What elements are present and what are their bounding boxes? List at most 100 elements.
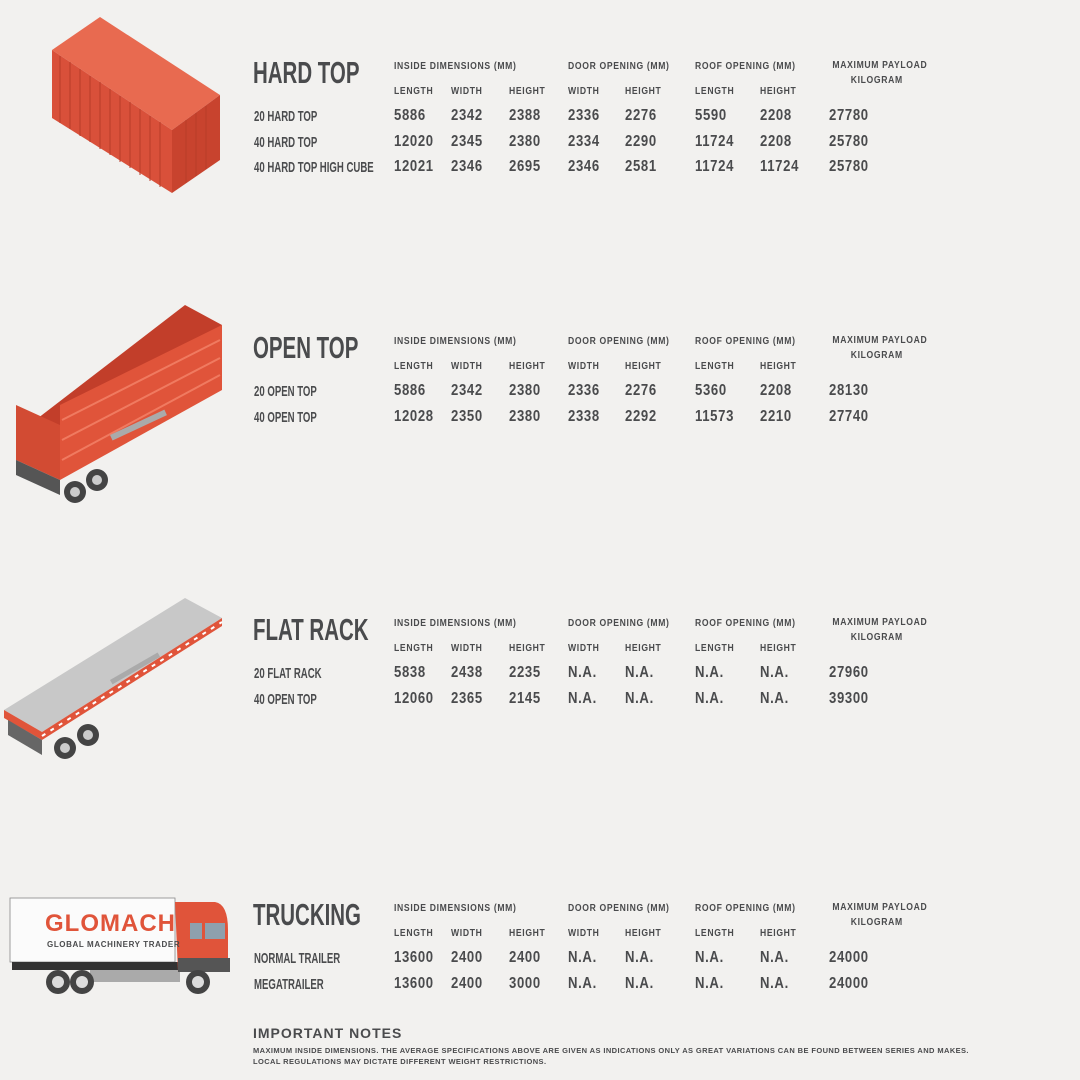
table-cell: 12021 <box>394 158 446 176</box>
table-cell: N.A. <box>625 690 677 708</box>
table-cell: 24000 <box>829 949 881 967</box>
table-cell-text: 2208 <box>760 382 792 399</box>
table-cell: N.A. <box>568 664 620 682</box>
table-cell-text: 2276 <box>625 107 657 124</box>
row-name-text: 20 FLAT RACK <box>254 665 322 682</box>
table-cell: 2342 <box>451 382 503 400</box>
table-cell: 2365 <box>451 690 503 708</box>
column-subheader: LENGTH <box>695 642 745 654</box>
table-cell-text: 2208 <box>760 132 792 150</box>
column-subheader: LENGTH <box>695 927 745 939</box>
payload-header-text: MAXIMUM PAYLOAD <box>832 901 928 913</box>
column-subheader: LENGTH <box>695 360 745 372</box>
row-name: 40 OPEN TOP <box>254 691 388 708</box>
table-cell: 2208 <box>760 382 812 400</box>
column-subheader-text: HEIGHT <box>509 642 546 654</box>
column-subheader-text: HEIGHT <box>760 360 797 372</box>
table-cell: 2346 <box>568 158 620 176</box>
column-subheader: LENGTH <box>394 927 444 939</box>
column-subheader-text: WIDTH <box>568 642 600 654</box>
table-cell-text: N.A. <box>695 949 724 966</box>
table-cell-text: 5590 <box>695 107 727 124</box>
column-subheader: WIDTH <box>451 927 501 939</box>
table-cell: 2208 <box>760 133 812 151</box>
column-subheader: HEIGHT <box>760 927 810 939</box>
notes-title: IMPORTANT NOTES <box>253 1025 403 1041</box>
table-cell: 2400 <box>451 949 503 967</box>
table-cell: 11573 <box>695 408 747 426</box>
column-group-header-text: DOOR OPENING (MM) <box>568 617 670 629</box>
column-subheader-text: LENGTH <box>394 642 434 654</box>
table-cell: 2145 <box>509 690 561 708</box>
column-subheader: LENGTH <box>695 85 745 97</box>
table-cell: 5838 <box>394 664 446 682</box>
table-cell-text: 2342 <box>451 107 483 124</box>
table-cell-text: 11724 <box>695 132 735 150</box>
table-cell-text: N.A. <box>760 689 789 707</box>
table-cell-text: 2336 <box>568 382 600 399</box>
table-cell-text: 13600 <box>394 974 434 992</box>
column-group-header-text: INSIDE DIMENSIONS (MM) <box>394 335 517 347</box>
row-name-text: 40 HARD TOP HIGH CUBE <box>254 159 374 176</box>
table-cell-text: N.A. <box>695 974 724 992</box>
table-cell: 2695 <box>509 158 561 176</box>
table-cell-text: 11724 <box>760 158 800 175</box>
table-cell: N.A. <box>568 949 620 967</box>
column-subheader: WIDTH <box>568 927 618 939</box>
payload-header-text: KILOGRAM <box>850 916 904 928</box>
table-cell-text: 2342 <box>451 382 483 399</box>
column-subheader: HEIGHT <box>625 360 675 372</box>
table-cell: 27780 <box>829 107 881 125</box>
table-cell: 2336 <box>568 107 620 125</box>
table-cell-text: N.A. <box>625 974 654 992</box>
column-subheader-text: LENGTH <box>394 927 434 939</box>
table-cell-text: 2400 <box>509 949 541 966</box>
table-cell: 2292 <box>625 408 677 426</box>
column-group-header-text: ROOF OPENING (MM) <box>695 335 796 347</box>
column-subheader-text: WIDTH <box>568 927 600 939</box>
table-cell: 11724 <box>695 133 747 151</box>
table-cell: 5886 <box>394 382 446 400</box>
table-cell-text: 13600 <box>394 949 434 966</box>
table-cell-text: 2581 <box>625 158 657 175</box>
table-cell-text: 2290 <box>625 132 657 150</box>
table-cell: N.A. <box>695 664 747 682</box>
table-cell: 2276 <box>625 382 677 400</box>
table-cell: N.A. <box>695 975 747 993</box>
column-group-header-text: ROOF OPENING (MM) <box>695 902 796 914</box>
table-cell: 2208 <box>760 107 812 125</box>
row-name: MEGATRAILER <box>254 976 388 993</box>
table-cell-text: 25780 <box>829 158 869 175</box>
table-cell: 2380 <box>509 408 561 426</box>
column-subheader: HEIGHT <box>625 642 675 654</box>
payload-header: MAXIMUM PAYLOAD <box>822 900 932 915</box>
column-group-header-text: ROOF OPENING (MM) <box>695 617 796 629</box>
column-subheader: HEIGHT <box>509 360 559 372</box>
column-subheader: HEIGHT <box>625 85 675 97</box>
section-title: TRUCKING <box>253 897 389 933</box>
flat-rack-trailer-illustration <box>4 598 223 759</box>
table-cell-text: 12028 <box>394 407 434 425</box>
table-cell-text: 2380 <box>509 382 541 399</box>
table-cell-text: 2208 <box>760 107 792 124</box>
payload-header-text: KILOGRAM <box>850 349 904 361</box>
section-title-text: TRUCKING <box>253 897 361 932</box>
table-cell-text: 5886 <box>394 382 426 399</box>
table-cell: 5590 <box>695 107 747 125</box>
section-title: HARD TOP <box>253 55 389 91</box>
payload-header: KILOGRAM <box>822 915 932 930</box>
truck-logo-tagline: GLOBAL MACHINERY TRADER <box>47 940 181 949</box>
table-cell-text: 27960 <box>829 664 869 681</box>
container-hard-top-illustration <box>52 17 220 193</box>
table-cell: 24000 <box>829 975 881 993</box>
column-group-header: DOOR OPENING (MM) <box>568 617 718 629</box>
column-subheader: HEIGHT <box>760 360 810 372</box>
table-cell: 13600 <box>394 975 446 993</box>
column-group-header: ROOF OPENING (MM) <box>695 60 845 72</box>
table-cell-text: N.A. <box>568 664 597 681</box>
table-cell: N.A. <box>760 664 812 682</box>
table-cell: 2276 <box>625 107 677 125</box>
table-cell-text: 2400 <box>451 974 483 992</box>
table-cell: N.A. <box>695 690 747 708</box>
table-cell: 12020 <box>394 133 446 151</box>
